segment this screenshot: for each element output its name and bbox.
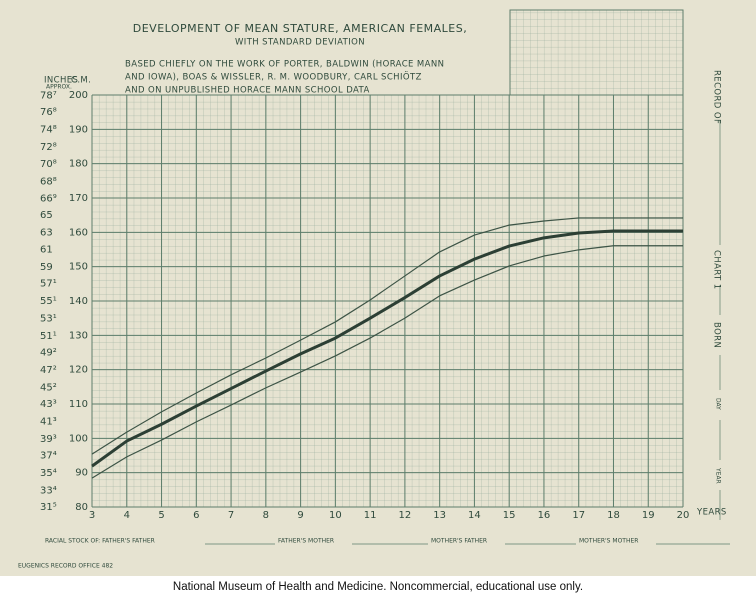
- form-label: BORN: [712, 322, 722, 348]
- form-label: MOTHER'S FATHER: [431, 538, 487, 545]
- y2-tick-label: 39³: [40, 434, 57, 445]
- y2-tick-label: 33⁴: [40, 485, 57, 496]
- x-tick-label: 9: [297, 510, 303, 521]
- y2-tick-label: 43³: [40, 399, 57, 410]
- form-label: FATHER'S MOTHER: [278, 538, 334, 545]
- y-tick-label: 160: [69, 227, 88, 238]
- form-label: DAY: [715, 398, 722, 410]
- y2-tick-label: 31⁵: [40, 502, 57, 513]
- y-tick-label: 90: [75, 468, 88, 479]
- form-label: RECORD OF: [712, 70, 722, 124]
- x-tick-label: 15: [503, 510, 516, 521]
- form-label: RACIAL STOCK OF: FATHER'S FATHER: [45, 538, 155, 545]
- x-tick-label: 10: [329, 510, 342, 521]
- form-label: YEAR: [715, 467, 722, 484]
- chart-title: DEVELOPMENT OF MEAN STATURE, AMERICAN FE…: [133, 22, 468, 35]
- x-tick-label: 4: [124, 510, 130, 521]
- x-tick-label: 14: [468, 510, 481, 521]
- y2-tick-label: 55¹: [40, 296, 57, 307]
- y2-tick-label: 59: [40, 262, 53, 273]
- annotation: BASED CHIEFLY ON THE WORK OF PORTER, BAL…: [125, 60, 444, 70]
- x-tick-label: 20: [677, 510, 690, 521]
- y2-tick-label: 65: [40, 210, 53, 221]
- y2-tick-label: 68⁸: [40, 177, 57, 188]
- x-tick-label: 18: [607, 510, 620, 521]
- y2-tick-label: 66⁹: [40, 193, 57, 204]
- x-tick-label: 11: [364, 510, 377, 521]
- y2-tick-label: 53¹: [40, 314, 57, 325]
- chart-subtitle: WITH STANDARD DEVIATION: [235, 38, 365, 48]
- y2-tick-label: 35⁴: [40, 468, 57, 479]
- y2-tick-label: 72⁸: [40, 142, 57, 153]
- x-tick-label: 7: [228, 510, 234, 521]
- y2-tick-label: 70⁸: [40, 159, 57, 170]
- y-tick-label: 120: [69, 365, 88, 376]
- y2-tick-label: 63: [40, 227, 53, 238]
- record-form: [205, 120, 730, 545]
- x-tick-label: 19: [642, 510, 655, 521]
- annotation: AND IOWA), BOAS & WISSLER, R. M. WOODBUR…: [125, 72, 422, 83]
- caption: National Museum of Health and Medicine. …: [173, 581, 583, 593]
- y2-tick-label: 57¹: [40, 279, 57, 290]
- x-tick-label: 16: [538, 510, 551, 521]
- y2-tick-label: 37⁴: [40, 451, 57, 462]
- form-label: MOTHER'S MOTHER: [579, 538, 638, 545]
- y2-tick-label: 41³: [40, 417, 57, 428]
- y-tick-label: 170: [69, 193, 88, 204]
- y-tick-label: 150: [69, 262, 88, 273]
- x-tick-label: 12: [399, 510, 412, 521]
- x-tick-label: 13: [433, 510, 446, 521]
- form-label: CHART 1: [712, 250, 722, 290]
- y2-tick-label: 61: [40, 245, 53, 256]
- y2-tick-label: 49²: [40, 348, 57, 359]
- x-tick-label: 17: [572, 510, 585, 521]
- y2-axis-note: APPROX.: [46, 84, 72, 91]
- series-line: [91, 245, 683, 479]
- y2-axis-label: INCHES: [44, 76, 78, 86]
- x-tick-label: 3: [89, 510, 95, 521]
- y2-tick-label: 78⁷: [40, 90, 57, 101]
- y-tick-label: 100: [69, 433, 88, 444]
- y2-tick-label: 51¹: [40, 331, 57, 342]
- y-tick-label: 110: [69, 399, 88, 410]
- y-axis-label: C.M.: [71, 76, 91, 86]
- y-tick-label: 80: [75, 502, 88, 513]
- annotation: AND ON UNPUBLISHED HORACE MANN SCHOOL DA…: [125, 86, 370, 96]
- x-tick-label: 5: [158, 510, 164, 521]
- footer: EUGENICS RECORD OFFICE 482: [18, 563, 113, 570]
- x-tick-label: 8: [263, 510, 269, 521]
- series-line: [91, 229, 683, 468]
- series-line: [91, 217, 683, 455]
- y-tick-label: 190: [69, 124, 88, 135]
- grid-box: [509, 9, 684, 96]
- x-tick-label: 6: [193, 510, 199, 521]
- y2-tick-label: 74⁸: [40, 124, 57, 135]
- y2-tick-label: 76⁸: [40, 107, 57, 118]
- y-tick-label: 180: [69, 159, 88, 170]
- y-tick-label: 140: [69, 296, 88, 307]
- y2-tick-label: 47²: [40, 365, 57, 376]
- y-tick-label: 200: [69, 90, 88, 101]
- y2-tick-label: 45²: [40, 383, 57, 394]
- x-axis-label: YEARS: [696, 508, 727, 518]
- y-tick-label: 130: [69, 330, 88, 341]
